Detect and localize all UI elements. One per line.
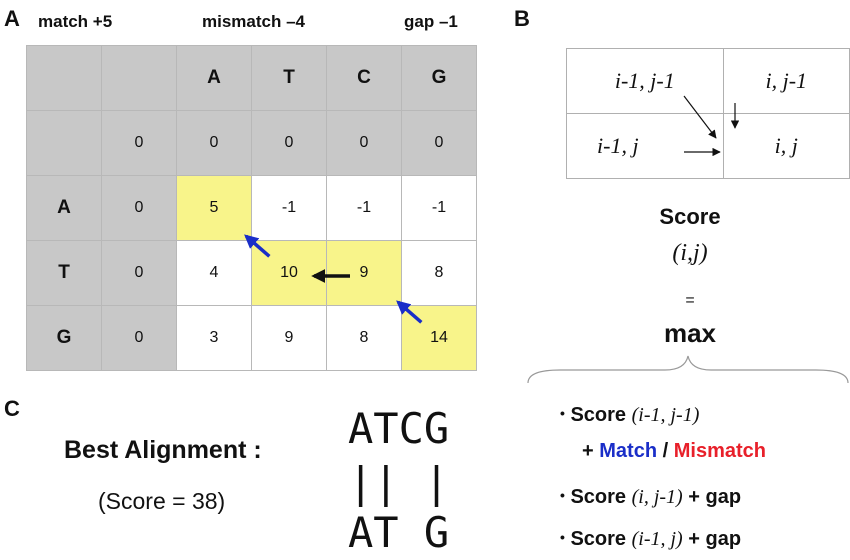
matrix-cell: -1 <box>251 175 327 241</box>
recurrence-grid: i-1, j-1 i, j-1 i-1, j i, j <box>566 48 850 179</box>
matrix-cell: 0 <box>251 110 327 176</box>
legend-mismatch: mismatch –4 <box>202 12 305 31</box>
diagonal-arrow-icon <box>683 95 717 139</box>
score-args-diagonal: (i-1, j-1) <box>631 404 700 426</box>
legend-match: match +5 <box>38 12 113 31</box>
equals-sign: = <box>685 292 695 309</box>
bullet-left: • Score (i, j-1) + gap <box>560 486 741 509</box>
bullet-up: • Score (i-1, j) + gap <box>560 528 741 551</box>
alignment-top: ATCG <box>348 404 450 453</box>
panel-c-label: C <box>4 396 20 421</box>
matrix-cell: 0 <box>326 110 402 176</box>
bullet-glyph: • <box>560 405 565 421</box>
gap-term: + gap <box>688 528 742 550</box>
match-label: Match <box>599 440 658 462</box>
score-label: Score <box>659 204 721 229</box>
score-word: Score <box>570 404 627 426</box>
matrix-row: T 0 4 10 9 8 <box>26 240 477 306</box>
curly-brace-icon <box>527 355 849 384</box>
cell-i-j-1: i, j-1 <box>722 48 850 114</box>
matrix-cell: 8 <box>401 240 477 306</box>
matrix-cell: A <box>176 45 252 111</box>
matrix-cell: T <box>251 45 327 111</box>
matrix-cell: A <box>26 175 102 241</box>
cell-i-j: i, j <box>722 113 850 179</box>
score-args: (i,j) <box>672 240 708 266</box>
matrix-cell: 0 <box>401 110 477 176</box>
slash-sign: / <box>662 440 669 462</box>
bullet-glyph: • <box>560 487 565 503</box>
panel-b-label: B <box>514 6 530 31</box>
matrix-cell: G <box>401 45 477 111</box>
matrix-cell <box>26 110 102 176</box>
best-alignment-title: Best Alignment : <box>64 436 262 464</box>
matrix-cell: 0 <box>101 110 177 176</box>
matrix-cell: 0 <box>101 240 177 306</box>
plus-sign: + <box>582 440 594 462</box>
matrix-cell: 9 <box>326 240 402 306</box>
legend-gap: gap –1 <box>404 12 458 31</box>
mismatch-label: Mismatch <box>673 440 766 462</box>
matrix-cell: 4 <box>176 240 252 306</box>
matrix-cell: 8 <box>326 305 402 371</box>
bullet-diagonal: • Score (i-1, j-1) <box>560 404 699 427</box>
matrix-cell: 0 <box>101 175 177 241</box>
cell-i-1-j-1: i-1, j-1 <box>566 48 724 114</box>
gap-term: + gap <box>688 486 742 508</box>
alignment-middle: || | <box>348 458 450 507</box>
matrix-cell: G <box>26 305 102 371</box>
scoring-matrix: A T C G 0 0 0 0 0 A 0 5 -1 -1 -1 T 0 4 10 9 8 G 0 3 9 8 14 <box>26 45 477 371</box>
alignment-score: (Score = 38) <box>98 488 226 514</box>
max-label: max <box>663 318 717 348</box>
matrix-cell <box>26 45 102 111</box>
bullet-glyph: • <box>560 529 565 545</box>
bullet-match-line: + Match / Mismatch <box>582 440 766 463</box>
matrix-cell: 0 <box>101 305 177 371</box>
matrix-cell: 5 <box>176 175 252 241</box>
alignment-bottom: AT G <box>348 508 450 557</box>
score-word: Score <box>570 528 627 550</box>
matrix-cell: 9 <box>251 305 327 371</box>
cell-i-1-j: i-1, j <box>566 113 724 179</box>
score-word: Score <box>570 486 627 508</box>
matrix-row: G 0 3 9 8 14 <box>26 305 477 371</box>
matrix-row: A 0 5 -1 -1 -1 <box>26 175 477 241</box>
score-args-up: (i-1, j) <box>631 528 683 550</box>
score-args-left: (i, j-1) <box>631 486 683 508</box>
diagonal-arrow-icon <box>244 234 271 258</box>
matrix-cell: C <box>326 45 402 111</box>
diagonal-arrow-icon <box>396 300 423 324</box>
panel-a-label: A <box>4 6 20 31</box>
matrix-cell: T <box>26 240 102 306</box>
